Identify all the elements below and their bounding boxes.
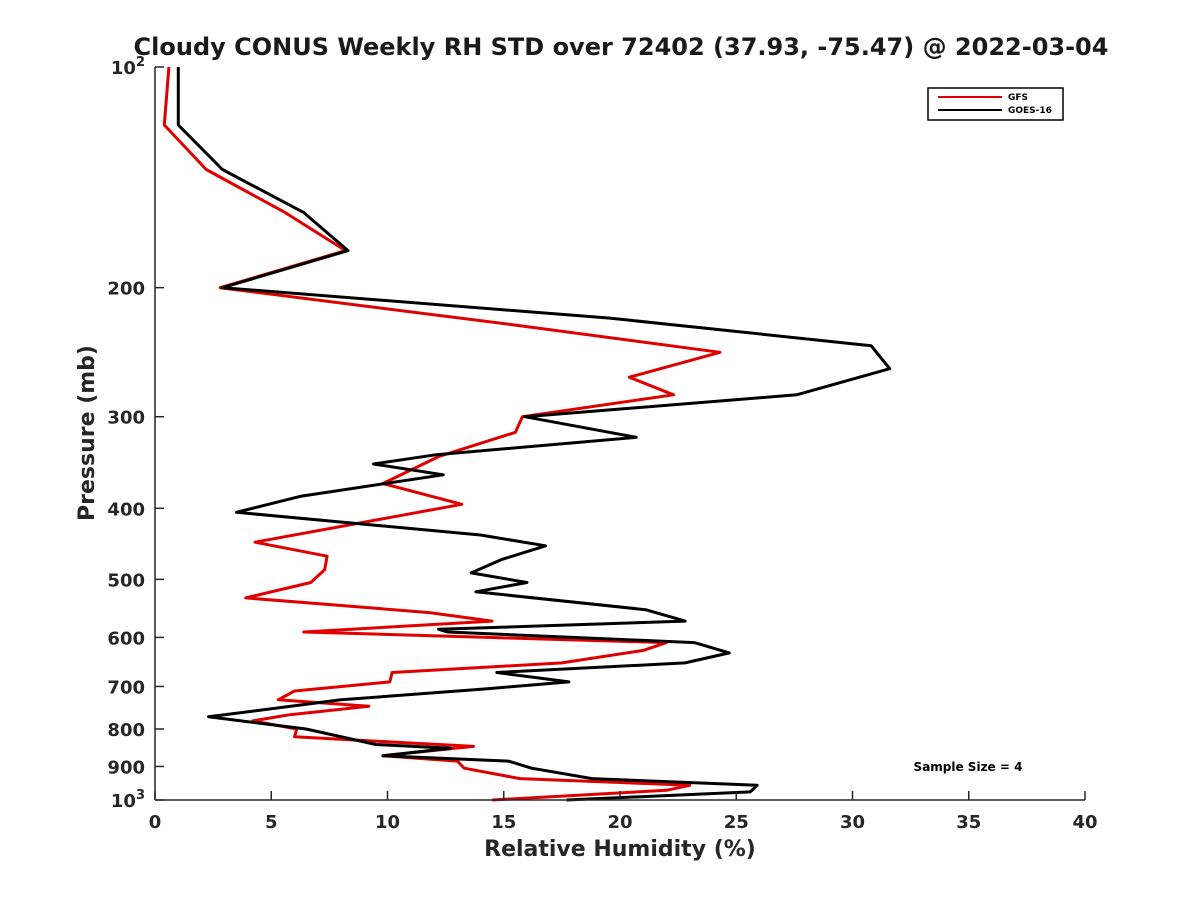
- x-axis-ticks: 0 5 10 15 20 25 30 35 40: [149, 791, 1098, 833]
- x-tick-label: 15: [491, 812, 516, 833]
- y-tick-label: 300: [107, 408, 145, 429]
- y-tick-label: 600: [107, 628, 145, 649]
- y-tick-label: 500: [107, 570, 145, 591]
- legend: GFS GOES-16: [927, 87, 1064, 121]
- plot-lines: [162, 66, 892, 802]
- x-tick-label: 20: [607, 812, 632, 833]
- x-tick-label: 35: [956, 812, 981, 833]
- y-axis-label: Pressure (mb): [75, 345, 100, 521]
- series-line-gfs: [162, 66, 722, 802]
- x-tick-label: 0: [149, 812, 162, 833]
- x-tick-label: 40: [1072, 812, 1097, 833]
- y-tick-label: 900: [107, 757, 145, 778]
- legend-label-goes16: GOES-16: [1008, 106, 1052, 116]
- y-tick-label: 102: [111, 55, 145, 79]
- y-axis-ticks: 102 200 300 400 500 600 700 800 900 103: [107, 55, 164, 812]
- series-line-goes16: [176, 67, 892, 802]
- x-tick-label: 10: [375, 812, 400, 833]
- y-tick-label: 103: [111, 788, 145, 812]
- y-tick-label: 700: [107, 677, 145, 698]
- sample-size-annotation: Sample Size = 4: [914, 760, 1023, 774]
- y-tick-label: 200: [107, 279, 145, 300]
- x-tick-label: 30: [840, 812, 865, 833]
- x-tick-label: 25: [724, 812, 749, 833]
- x-axis-label: Relative Humidity (%): [484, 837, 756, 862]
- x-tick-label: 5: [265, 812, 278, 833]
- y-tick-label: 400: [107, 499, 145, 520]
- y-tick-label: 800: [107, 720, 145, 741]
- chart-title: Cloudy CONUS Weekly RH STD over 72402 (3…: [134, 33, 1109, 61]
- legend-box: [927, 87, 1064, 121]
- legend-label-gfs: GFS: [1008, 93, 1028, 103]
